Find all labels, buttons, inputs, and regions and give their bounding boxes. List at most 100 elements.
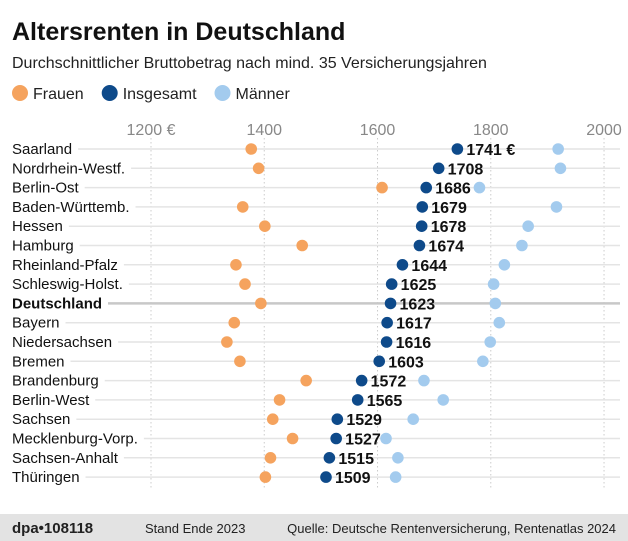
- dot-männer: [552, 143, 564, 155]
- row-schleswig-holst-: Schleswig-Holst. 1625: [12, 276, 620, 294]
- dot-insgesamt: [415, 220, 428, 232]
- dot-männer: [389, 471, 402, 483]
- value-label-insgesamt: 1741 €: [466, 142, 515, 159]
- value-label-insgesamt: 1617: [396, 316, 432, 333]
- value-label-insgesamt: 1515: [338, 451, 374, 468]
- legend: Frauen Insgesamt Männer: [12, 85, 290, 103]
- dot-frauen: [300, 374, 312, 387]
- dot-männer: [418, 374, 430, 387]
- category-label: Bremen: [12, 353, 65, 370]
- footer-date: Stand Ende 2023: [145, 521, 245, 536]
- dot-insgesamt: [396, 259, 409, 271]
- value-label-insgesamt: 1565: [367, 393, 403, 410]
- category-label: Berlin-West: [12, 392, 90, 409]
- footer-band: [0, 514, 628, 541]
- legend-marker-frauen: [12, 85, 28, 101]
- dot-männer: [407, 413, 419, 426]
- dot-frauen: [273, 394, 286, 406]
- dot-frauen: [296, 239, 309, 252]
- category-label: Baden-Württemb.: [12, 199, 130, 216]
- dot-insgesamt: [373, 355, 386, 368]
- dot-frauen: [266, 413, 279, 426]
- value-label-insgesamt: 1616: [396, 335, 432, 352]
- dot-insgesamt: [432, 162, 445, 175]
- x-tick-label: 1400: [246, 122, 282, 139]
- dot-frauen: [239, 278, 251, 290]
- category-label: Hessen: [12, 218, 63, 235]
- dpa-logo: dpa•108118: [12, 520, 93, 537]
- x-tick-label: 2000: [586, 122, 622, 139]
- dot-insgesamt: [351, 394, 364, 406]
- dot-insgesamt: [451, 143, 464, 155]
- value-label-insgesamt: 1527: [345, 432, 381, 449]
- value-label-insgesamt: 1572: [371, 374, 407, 391]
- value-label-insgesamt: 1529: [346, 412, 382, 429]
- category-label: Deutschland: [12, 295, 102, 312]
- row-thüringen: Thüringen 1509: [12, 469, 620, 487]
- legend-label-männer: Männer: [236, 86, 291, 103]
- dot-insgesamt: [384, 297, 397, 310]
- dot-frauen: [230, 259, 242, 271]
- chart-title: Altersrenten in Deutschland: [12, 18, 345, 46]
- value-label-insgesamt: 1625: [401, 277, 437, 294]
- value-label-insgesamt: 1644: [411, 258, 447, 275]
- dot-frauen: [264, 452, 277, 464]
- dot-insgesamt: [381, 316, 393, 329]
- value-label-insgesamt: 1678: [431, 219, 467, 236]
- legend-label-frauen: Frauen: [33, 86, 84, 103]
- value-label-insgesamt: 1674: [428, 239, 464, 256]
- x-tick-label: 1200 €: [127, 122, 176, 139]
- dot-männer: [477, 355, 489, 368]
- dot-männer: [522, 220, 534, 232]
- rows: Saarland 1741 € Nordrhein-Westf. 1708 Berlin…: [12, 141, 620, 487]
- category-label: Schleswig-Holst.: [12, 276, 123, 293]
- dot-insgesamt: [323, 452, 336, 464]
- dot-frauen: [228, 316, 241, 329]
- chart-subtitle: Durchschnittlicher Bruttobetrag nach min…: [12, 55, 487, 72]
- grid: 1200 € 1400 1600 1800 2000: [127, 122, 622, 488]
- legend-label-insgesamt: Insgesamt: [123, 86, 197, 103]
- dot-frauen: [259, 220, 271, 232]
- value-label-insgesamt: 1603: [388, 354, 424, 371]
- row-bremen: Bremen 1603: [12, 353, 620, 371]
- row-sachsen: Sachsen 1529: [12, 411, 620, 429]
- row-sachsen-anhalt: Sachsen-Anhalt 1515: [12, 450, 620, 468]
- x-tick-label: 1800: [473, 122, 509, 139]
- dot-frauen: [255, 297, 267, 310]
- category-label: Thüringen: [12, 469, 80, 486]
- value-label-insgesamt: 1623: [400, 296, 436, 313]
- category-label: Nordrhein-Westf.: [12, 160, 125, 177]
- dot-männer: [493, 316, 506, 329]
- dot-männer: [380, 432, 392, 445]
- dot-frauen: [221, 336, 233, 348]
- value-label-insgesamt: 1708: [448, 161, 484, 178]
- row-brandenburg: Brandenburg 1572: [12, 373, 620, 391]
- dot-frauen: [234, 355, 246, 368]
- dot-männer: [473, 181, 486, 194]
- category-label: Sachsen: [12, 411, 70, 428]
- dot-männer: [489, 297, 502, 310]
- category-label: Niedersachsen: [12, 334, 112, 351]
- dot-männer: [437, 394, 450, 406]
- value-label-insgesamt: 1679: [431, 200, 467, 217]
- dot-insgesamt: [420, 181, 433, 194]
- dot-frauen: [252, 162, 265, 175]
- row-berlin-ost: Berlin-Ost 1686: [12, 180, 620, 198]
- row-hamburg: Hamburg 1674: [12, 238, 620, 256]
- dot-männer: [498, 259, 511, 271]
- dot-frauen: [286, 432, 299, 445]
- row-bayern: Bayern 1617: [12, 315, 620, 333]
- dot-insgesamt: [413, 239, 426, 252]
- legend-marker-insgesamt: [101, 85, 118, 101]
- dot-frauen: [259, 471, 272, 483]
- dot-insgesamt: [380, 336, 393, 348]
- dot-insgesamt: [355, 374, 368, 387]
- row-hessen: Hessen 1678: [12, 218, 620, 236]
- category-label: Berlin-Ost: [12, 180, 80, 197]
- dot-männer: [484, 336, 497, 348]
- dot-männer: [550, 201, 563, 213]
- dot-männer: [516, 239, 528, 252]
- category-label: Sachsen-Anhalt: [12, 450, 119, 467]
